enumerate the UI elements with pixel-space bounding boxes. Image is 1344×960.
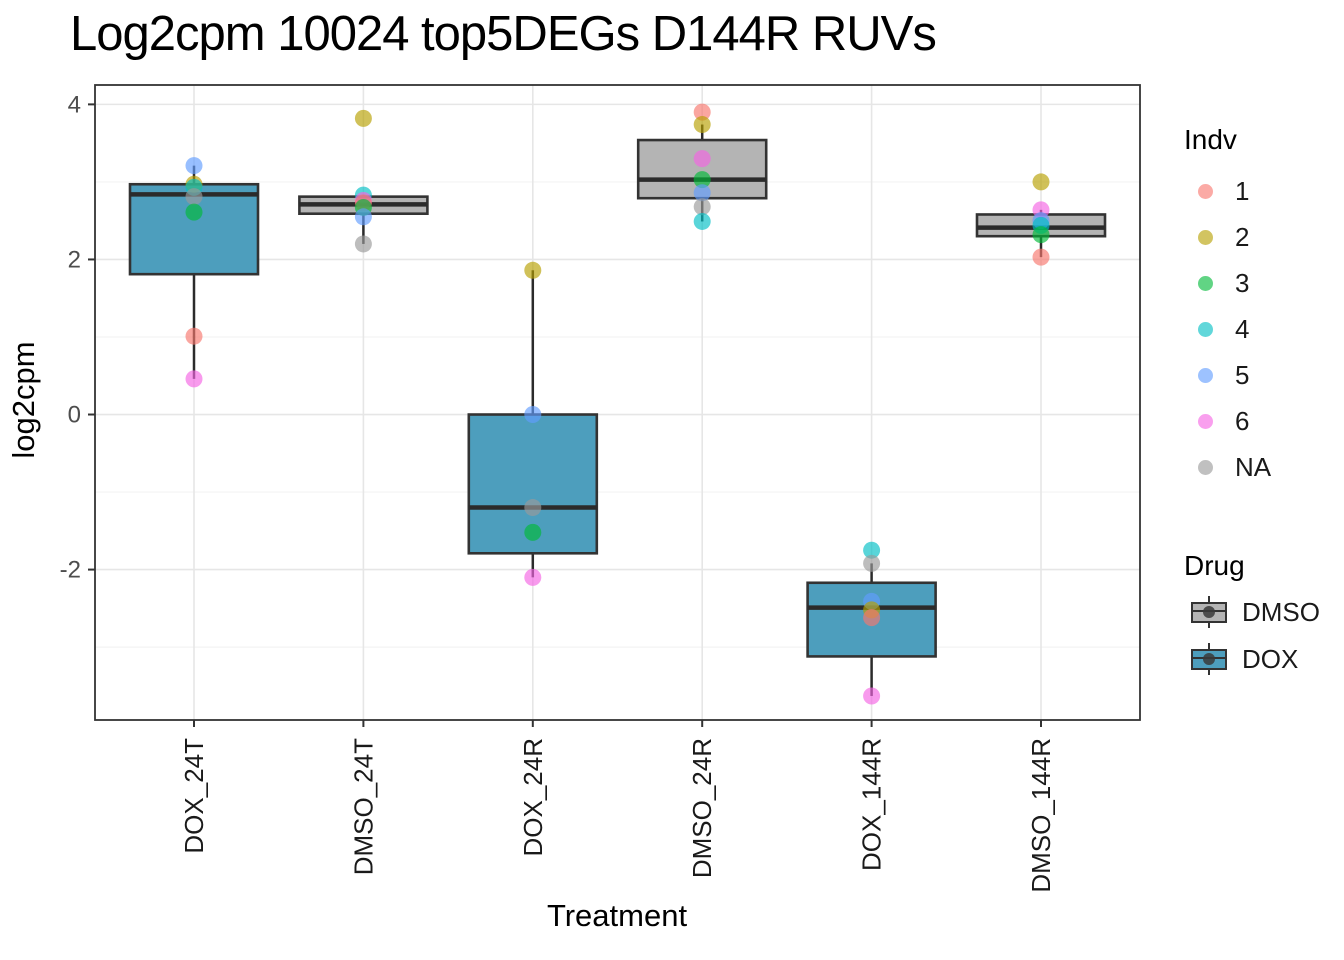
point-DOX_24R-indvNA: [524, 499, 542, 517]
y-tick-label: 4: [68, 91, 81, 118]
point-DOX_24T-indv6: [185, 370, 203, 388]
point-DMSO_24T-indv2: [354, 109, 372, 127]
point-DMSO_144R-indv3: [1032, 226, 1050, 244]
legend-label: DMSO: [1242, 596, 1320, 627]
legend-label: 1: [1235, 175, 1250, 206]
chart-title: Log2cpm 10024 top5DEGs D144R RUVs: [70, 7, 937, 61]
point-DMSO_24R-indv6: [693, 150, 711, 168]
panel-border: [94, 84, 1141, 721]
x-tick-label-DOX_24R: DOX_24R: [518, 738, 548, 857]
legend-item-indv-3: 3: [1198, 268, 1338, 298]
indv-6-dot-icon: [1198, 413, 1213, 429]
point-DOX_144R-indv6: [863, 687, 881, 705]
point-DMSO_144R-indv2: [1032, 173, 1050, 191]
legend-label: NA: [1235, 451, 1272, 482]
point-DOX_144R-indv1: [863, 609, 881, 627]
point-DOX_24T-indv5: [185, 157, 203, 175]
y-tick-label: 2: [68, 246, 81, 273]
point-DOX_24R-indv6: [524, 568, 542, 586]
legend-item-indv-na: NA: [1198, 452, 1338, 482]
point-DMSO_24R-indv3: [693, 171, 711, 189]
legend-item-drug-dox: DOX: [1190, 643, 1340, 675]
point-DMSO_24R-indv2: [693, 116, 711, 134]
point-DMSO_24T-indv5: [354, 208, 372, 226]
legend-label: 6: [1235, 405, 1250, 436]
legend-label: 5: [1235, 359, 1250, 390]
legend-label: 4: [1235, 313, 1250, 344]
dmso-boxplot-key-icon: [1190, 596, 1228, 628]
indv-5-dot-icon: [1198, 367, 1213, 383]
legend-item-drug-dmso: DMSO: [1190, 596, 1340, 628]
point-DMSO_24T-indvNA: [354, 235, 372, 253]
x-tick-label-DMSO_24R: DMSO_24R: [687, 738, 717, 878]
point-DMSO_144R-indv1: [1032, 248, 1050, 266]
legend-item-indv-4: 4: [1198, 314, 1338, 344]
point-DOX_24T-indvNA: [185, 188, 203, 206]
indv-2-dot-icon: [1198, 229, 1213, 245]
x-tick-label-DMSO_144R: DMSO_144R: [1026, 738, 1056, 893]
point-DMSO_24R-indv5: [693, 184, 711, 202]
indv-1-dot-icon: [1198, 183, 1213, 199]
point-DOX_24T-indv1: [185, 327, 203, 345]
point-DOX_24R-indv5: [524, 406, 542, 424]
x-tick-label-DMSO_24T: DMSO_24T: [348, 738, 378, 875]
point-DOX_144R-indv4: [863, 541, 881, 559]
y-tick-label: 0: [68, 402, 81, 429]
x-tick-label-DOX_144R: DOX_144R: [857, 738, 887, 871]
x-tick-label-DOX_24T: DOX_24T: [179, 738, 209, 854]
indv-4-dot-icon: [1198, 321, 1213, 337]
legend-label: 2: [1235, 221, 1250, 252]
point-DMSO_24R-indvNA: [693, 198, 711, 216]
legend-item-indv-1: 1: [1198, 176, 1338, 206]
point-DOX_144R-indvNA: [863, 554, 881, 572]
point-DOX_24T-indv3: [185, 203, 203, 221]
legend-indv-title: Indv: [1184, 124, 1237, 155]
point-DMSO_24R-indv4: [693, 212, 711, 230]
legend-label: 3: [1235, 267, 1250, 298]
legend-item-indv-6: 6: [1198, 406, 1338, 436]
legend-label: DOX: [1242, 643, 1299, 674]
indv-na-dot-icon: [1198, 459, 1213, 475]
dox-boxplot-key-icon: [1190, 643, 1228, 675]
point-DOX_24R-indv3: [524, 523, 542, 541]
legend-drug-title: Drug: [1184, 550, 1245, 581]
point-DMSO_24R-indv1: [693, 103, 711, 121]
y-tick-label: -2: [60, 557, 81, 584]
panel-background: [95, 85, 1140, 720]
point-DOX_24R-indv2: [524, 261, 542, 279]
indv-3-dot-icon: [1198, 275, 1213, 291]
legend-item-indv-5: 5: [1198, 360, 1338, 390]
x-axis-title: Treatment: [546, 898, 688, 933]
legend-item-indv-2: 2: [1198, 222, 1338, 252]
